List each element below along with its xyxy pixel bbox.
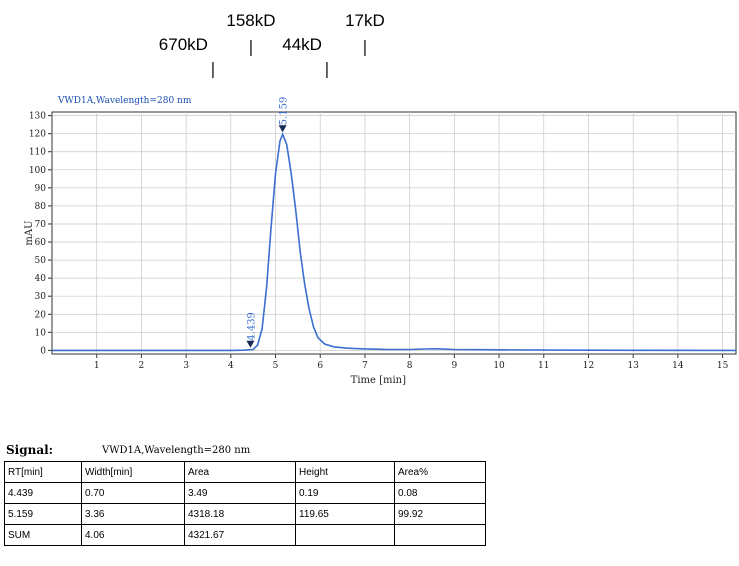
x-tick-label: 14 [672, 361, 684, 371]
y-tick-label: 60 [35, 238, 47, 248]
y-tick-label: 80 [35, 202, 47, 212]
y-tick-label: 20 [35, 310, 47, 320]
x-tick-label: 2 [139, 361, 145, 371]
table-row: 5.159 3.36 4318.18 119.65 99.92 [4, 503, 486, 525]
y-tick-label: 100 [29, 166, 46, 176]
x-tick-label: 3 [183, 361, 189, 371]
y-tick-label: 130 [29, 112, 46, 122]
chart-subtitle: VWD1A,Wavelength=280 nm [57, 96, 192, 106]
table-cell: 4.06 [81, 524, 185, 546]
y-tick-label: 110 [29, 148, 46, 158]
y-tick-label: 90 [35, 184, 47, 194]
peak-marker [246, 340, 255, 348]
x-tick-label: 11 [538, 361, 549, 371]
y-axis-label: mAU [24, 220, 35, 245]
chromatogram-chart: 670kD 158kD 44kD 17kD VWD1A,Wavelength=280 … [24, 11, 737, 386]
x-tick-label: 5 [273, 361, 279, 371]
y-tick-label: 120 [29, 130, 46, 140]
table-cell: 0.19 [295, 482, 395, 504]
y-tick-label: 30 [35, 292, 47, 302]
signal-value: VWD1A,Wavelength=280 nm [102, 444, 251, 456]
table-header-row: RT[min] Width[min] Area Height Area% [4, 461, 486, 483]
x-tick-label: 1 [94, 361, 100, 371]
grid-lines [52, 112, 736, 354]
y-tick-label: 40 [35, 274, 47, 284]
x-axis-ticks: 1 2 3 4 5 6 7 8 9 10 11 12 13 14 15 [94, 354, 729, 371]
table-row: SUM 4.06 4321.67 [4, 524, 486, 546]
table-header-cell: Height [295, 461, 395, 483]
plot-area [51, 111, 737, 355]
table-header-cell: Area% [394, 461, 486, 483]
y-tick-label: 50 [35, 256, 47, 266]
x-tick-label: 10 [493, 361, 505, 371]
signal-row: Signal: VWD1A,Wavelength=280 nm [6, 442, 250, 458]
y-tick-label: 10 [35, 328, 47, 338]
peak-label: 4.439 [246, 312, 257, 341]
peak-label: 5.159 [279, 97, 290, 126]
table-cell [295, 524, 395, 546]
x-tick-label: 4 [228, 361, 234, 371]
table-cell: 4.439 [4, 482, 82, 504]
x-axis-label: Time [min] [351, 375, 406, 386]
table-cell [394, 524, 486, 546]
molecular-weight-markers: 670kD 158kD 44kD 17kD [159, 11, 385, 78]
marker-label: 44kD [282, 35, 322, 54]
table-cell: 3.49 [184, 482, 296, 504]
marker-label: 158kD [226, 11, 275, 30]
peak-table: RT[min] Width[min] Area Height Area% 4.439 0.… [4, 461, 486, 546]
table-row: 4.439 0.70 3.49 0.19 0.08 [4, 482, 486, 504]
y-tick-label: 0 [40, 346, 46, 356]
signal-label: Signal: [6, 443, 54, 457]
table-body: 4.439 0.70 3.49 0.19 0.08 5.159 3.36 4318.18 119… [4, 482, 486, 546]
table-cell: 4321.67 [184, 524, 296, 546]
table-header-cell: Width[min] [81, 461, 185, 483]
y-axis-ticks: 0 10 20 30 40 50 60 70 80 90 100 110 120 130 [29, 112, 52, 356]
table-header-cell: RT[min] [4, 461, 82, 483]
table-header-cell: Area [184, 461, 296, 483]
peak-annotations: 4.439 5.159 [246, 97, 290, 348]
x-tick-label: 13 [627, 361, 639, 371]
marker-label: 17kD [345, 11, 385, 30]
table-cell: 5.159 [4, 503, 82, 525]
x-tick-label: 8 [407, 361, 413, 371]
x-tick-label: 6 [317, 361, 323, 371]
peak-marker [278, 125, 287, 133]
table-cell: 4318.18 [184, 503, 296, 525]
x-tick-label: 9 [451, 361, 457, 371]
table-cell: 99.92 [394, 503, 486, 525]
x-tick-label: 12 [583, 361, 594, 371]
series-line [52, 132, 737, 352]
table-cell: 0.08 [394, 482, 486, 504]
marker-label: 670kD [159, 35, 208, 54]
table-cell: 119.65 [295, 503, 395, 525]
x-tick-label: 7 [362, 361, 368, 371]
x-tick-label: 15 [717, 361, 729, 371]
table-cell: SUM [4, 524, 82, 546]
y-tick-label: 70 [35, 220, 47, 230]
table-cell: 3.36 [81, 503, 185, 525]
table-cell: 0.70 [81, 482, 185, 504]
